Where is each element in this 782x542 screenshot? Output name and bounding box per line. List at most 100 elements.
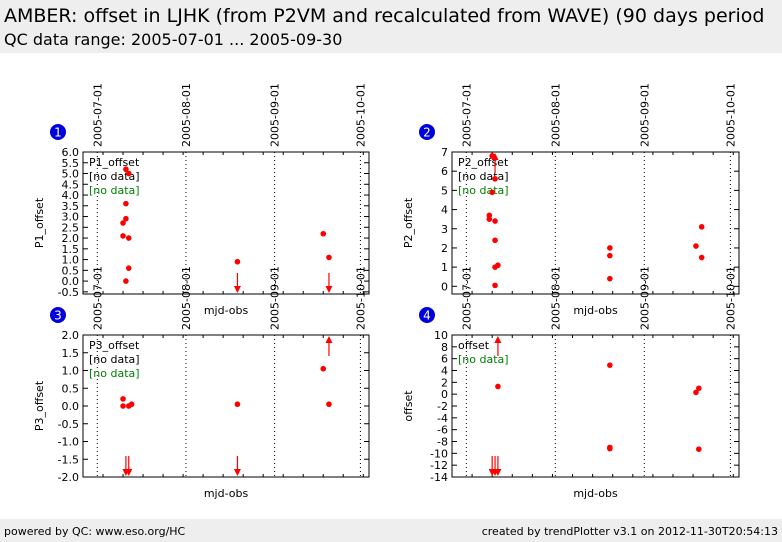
off-scale-arrow [125,456,133,476]
panel-number-badge [50,124,66,140]
data-point [486,212,493,219]
data-point [234,401,241,408]
y-tick-label: 4 [441,204,448,217]
plot-frame [451,334,740,478]
y-tick-label: 1.5 [62,347,80,360]
data-point [489,189,495,196]
y-tick-label: -2.0 [58,471,79,484]
panel-number-label: 4 [423,309,431,323]
panel-number-label: 3 [54,309,62,323]
y-tick-label: 2 [441,242,448,255]
y-tick-label: -14 [430,471,448,484]
y-tick-label: 6 [441,165,448,178]
data-point [492,176,498,182]
y-tick-label: 4 [441,365,448,378]
y-tick-label: -12 [430,459,448,472]
data-point [326,401,332,408]
data-point [120,220,126,226]
data-point [123,166,129,173]
data-point [693,389,699,396]
off-scale-arrow [494,456,502,476]
y-axis-label: offset [402,390,415,422]
data-point [607,275,613,282]
legend-entry: P1_offset [89,156,140,169]
y-tick-label: 0.5 [62,264,80,277]
date-tick-label: 2005-07-01 [91,266,104,330]
data-point [123,215,129,222]
y-tick-label: 10 [434,329,448,342]
chart-panel-2: 2005-07-01 2005-08-01 2005-09-01 2005-10-01… [402,83,740,317]
data-point [492,218,498,224]
chart-panel-4: 2005-07-01 2005-08-01 2005-09-01 2005-10-01… [402,266,740,500]
y-tick-label: -0.5 [58,286,79,299]
data-point [125,265,132,271]
y-tick-label: -4 [437,412,448,425]
legend-entry: P2_offset [458,156,509,169]
data-point [492,282,498,289]
y-tick-label: 0 [441,388,448,401]
footer-created-by: created by trendPlotter v3.1 on 2012-11-… [481,525,778,538]
data-point [486,216,493,222]
date-tick-label: 2005-07-01 [91,83,104,147]
y-tick-label: 1.5 [62,243,80,256]
header-bar: AMBER: offset in LJHK (from P2VM and rec… [0,0,782,53]
data-point [120,396,126,402]
panel-number-label: 2 [423,126,431,140]
legend-entry: [no data] [458,353,509,366]
off-scale-arrow [325,273,333,293]
y-axis-label: P1_offset [33,197,46,248]
data-point [495,383,501,390]
footer-powered-by: powered by QC: www.eso.org/HC [4,525,186,538]
y-tick-label: 7 [441,146,448,159]
data-point [607,245,613,251]
data-point [495,262,501,269]
y-tick-label: 5 [441,184,448,197]
data-point [320,365,327,372]
panel-number-badge [419,307,435,323]
y-tick-label: 6 [441,353,448,366]
y-tick-label: 8 [441,341,448,354]
plot-frame [82,151,370,295]
off-scale-arrow [233,273,241,293]
data-point [326,254,332,261]
y-tick-label: 0.5 [62,382,80,395]
y-tick-label: 5.5 [62,157,80,170]
data-point [125,235,132,241]
date-tick-label: 2005-10-01 [724,266,737,330]
y-tick-label: 0 [441,280,448,293]
y-tick-label: 0.0 [62,275,80,288]
y-tick-label: -2 [437,400,448,413]
panel-number-label: 1 [54,126,62,140]
data-point [320,230,327,237]
y-tick-label: 3.0 [62,211,80,224]
y-tick-label: 3.5 [62,200,80,213]
plot-grid: 2005-07-01 2005-08-01 2005-09-01 2005-10-01… [33,83,740,500]
legend-entry: [no data] [458,184,509,197]
data-point [120,403,126,409]
date-tick-label: 2005-09-01 [638,266,651,330]
data-point [698,254,705,261]
data-point [698,224,705,230]
off-scale-arrow [233,456,241,476]
data-point [123,200,129,207]
y-tick-label: 4.5 [62,178,80,191]
x-axis-label: mjd-obs [573,487,618,500]
y-tick-label: 2.5 [62,221,80,234]
data-point [696,446,702,452]
y-tick-label: 1.0 [62,365,80,378]
date-tick-label: 2005-08-01 [549,266,562,330]
x-axis-label: mjd-obs [204,487,249,500]
y-tick-label: 6.0 [62,146,80,159]
date-tick-label: 2005-09-01 [269,266,282,330]
y-tick-label: -10 [430,447,448,460]
data-point [128,401,135,408]
y-tick-label: -6 [437,424,448,437]
date-tick-label: 2005-08-01 [549,83,562,147]
footer-bar: powered by QC: www.eso.org/HC created by… [0,519,782,542]
y-tick-label: 1 [441,261,448,274]
date-tick-label: 2005-08-01 [180,83,193,147]
data-point [607,445,613,452]
legend-entry: offset [458,339,490,352]
page-subtitle: QC data range: 2005-07-01 ... 2005-09-30 [4,30,343,49]
page-title: AMBER: offset in LJHK (from P2VM and rec… [4,5,765,27]
